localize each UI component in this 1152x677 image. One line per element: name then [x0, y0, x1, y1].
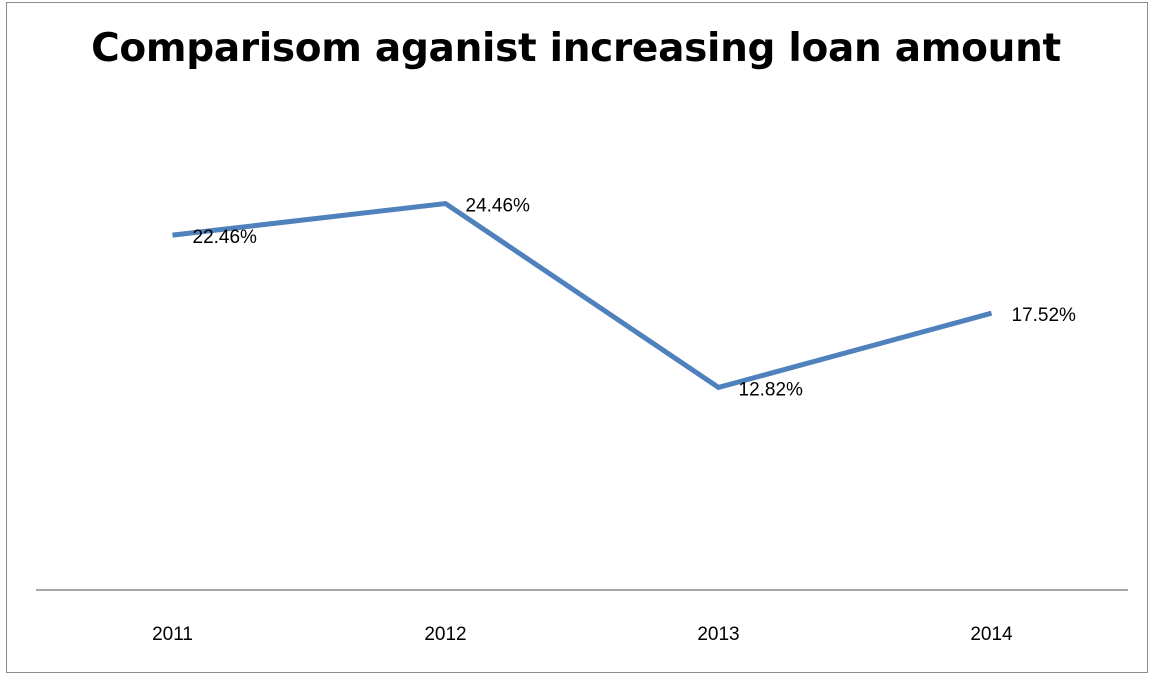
- chart-title: Comparisom aganist increasing loan amoun…: [91, 26, 1061, 71]
- x-tick-label-2012: 2012: [424, 624, 466, 645]
- data-label-2011: 22.46%: [193, 227, 258, 248]
- data-label-2013: 12.82%: [739, 379, 804, 400]
- x-tick-label-2014: 2014: [970, 624, 1013, 645]
- data-label-2012: 24.46%: [466, 196, 531, 217]
- data-labels: 22.46% 24.46% 12.82% 17.52%: [193, 196, 1077, 401]
- data-label-2014: 17.52%: [1012, 305, 1077, 326]
- x-tick-label-2013: 2013: [697, 624, 739, 645]
- x-tick-labels: 2011 2012 2013 2014: [152, 624, 1013, 645]
- x-tick-label-2011: 2011: [152, 624, 193, 645]
- series-line: [172, 200, 993, 391]
- chart-frame: [6, 2, 1148, 673]
